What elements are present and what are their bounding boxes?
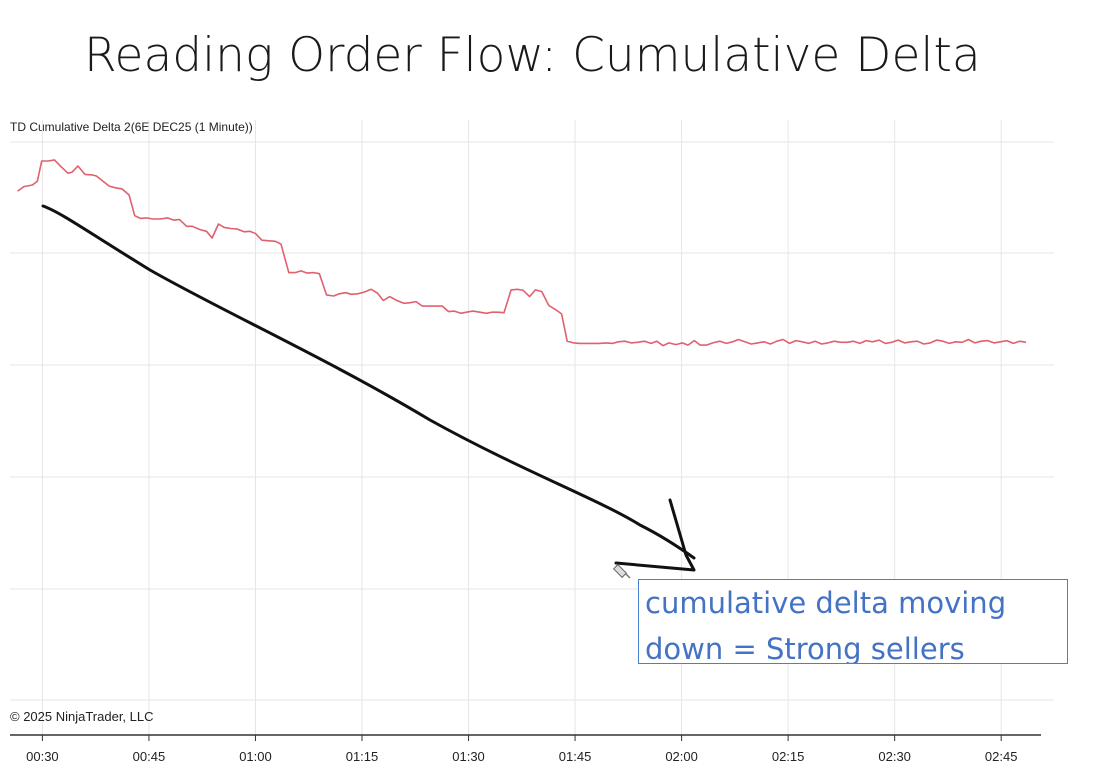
cumulative-delta-line xyxy=(17,159,1027,347)
annotation-textbox[interactable]: cumulative delta moving down = Strong se… xyxy=(638,579,1068,664)
chart-title: TD Cumulative Delta 2(6E DEC25 (1 Minute… xyxy=(10,120,253,134)
annotation-line-2: down = Strong sellers xyxy=(645,632,965,664)
x-tick-label: 02:45 xyxy=(985,749,1018,764)
series-layer xyxy=(17,159,1027,347)
x-tick-label: 02:15 xyxy=(772,749,805,764)
x-tick-label: 00:30 xyxy=(26,749,59,764)
x-tick-label: 00:45 xyxy=(133,749,166,764)
x-tick-label: 01:00 xyxy=(239,749,272,764)
arrow-head-stroke xyxy=(614,498,696,572)
x-tick-label: 02:00 xyxy=(665,749,698,764)
x-tick-label: 01:15 xyxy=(346,749,379,764)
pen-cursor-icon xyxy=(612,563,631,579)
x-tick-label: 02:30 xyxy=(878,749,911,764)
slide-title: Reading Order Flow: Cumulative Delta xyxy=(84,28,981,83)
x-tick-label: 01:30 xyxy=(452,749,485,764)
down-arrow-stroke xyxy=(41,204,696,560)
x-axis: 00:30 00:45 01:00 01:15 01:30 01:45 02:00 02:15… xyxy=(10,734,1041,764)
x-tick-label: 01:45 xyxy=(559,749,592,764)
copyright-text: © 2025 NinjaTrader, LLC xyxy=(10,709,154,724)
annotation-line-1: cumulative delta moving xyxy=(645,586,1007,620)
hand-drawn-arrow xyxy=(41,204,696,579)
